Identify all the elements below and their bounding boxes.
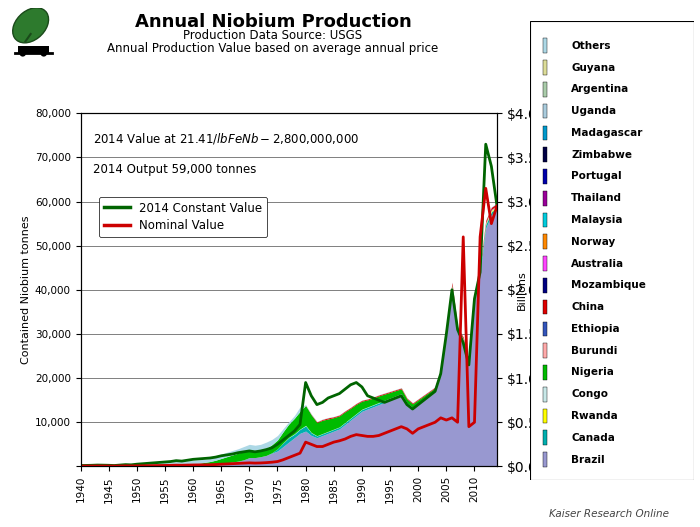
- Bar: [543, 235, 547, 249]
- Text: Annual Niobium Production: Annual Niobium Production: [134, 13, 412, 31]
- Bar: [543, 365, 547, 380]
- Bar: [543, 408, 547, 423]
- Bar: [543, 147, 547, 162]
- Bar: [543, 256, 547, 271]
- Text: Rwanda: Rwanda: [571, 411, 618, 421]
- Y-axis label: Contained Niobium tonnes: Contained Niobium tonnes: [20, 216, 31, 364]
- Bar: [543, 125, 547, 140]
- Text: Thailand: Thailand: [571, 193, 622, 203]
- Text: Guyana: Guyana: [571, 63, 615, 73]
- Text: 2014 Value at $21.41 /lb FeNb  -  $2,800,000,000: 2014 Value at $21.41 /lb FeNb - $2,800,0…: [93, 131, 359, 146]
- Text: Zimbabwe: Zimbabwe: [571, 150, 632, 160]
- Text: Portugal: Portugal: [571, 171, 622, 181]
- Bar: [543, 104, 547, 119]
- Text: Uganda: Uganda: [571, 106, 616, 116]
- Bar: [18, 46, 49, 53]
- Bar: [543, 212, 547, 227]
- Text: Others: Others: [571, 41, 610, 51]
- Text: Production Data Source: USGS: Production Data Source: USGS: [183, 29, 363, 42]
- Text: Brazil: Brazil: [571, 454, 605, 464]
- Text: Argentina: Argentina: [571, 84, 629, 94]
- Bar: [543, 169, 547, 184]
- Ellipse shape: [41, 51, 47, 56]
- Text: Canada: Canada: [571, 433, 615, 443]
- Text: Australia: Australia: [571, 259, 624, 269]
- Text: Kaiser Research Online: Kaiser Research Online: [549, 509, 669, 519]
- Text: Billions: Billions: [517, 270, 526, 310]
- Text: Madagascar: Madagascar: [571, 128, 643, 138]
- Text: Annual Production Value based on average annual price: Annual Production Value based on average…: [107, 42, 439, 55]
- Bar: [543, 278, 547, 292]
- Bar: [543, 321, 547, 336]
- Text: Congo: Congo: [571, 389, 608, 399]
- Ellipse shape: [20, 51, 26, 56]
- Bar: [543, 38, 547, 53]
- Bar: [543, 387, 547, 402]
- Bar: [543, 431, 547, 445]
- Bar: [543, 300, 547, 315]
- Text: Burundi: Burundi: [571, 346, 617, 356]
- Y-axis label: Value at Annual Avg Price: Value at Annual Avg Price: [542, 218, 552, 362]
- Legend: 2014 Constant Value, Nominal Value: 2014 Constant Value, Nominal Value: [99, 197, 267, 237]
- Bar: [543, 452, 547, 467]
- Bar: [543, 191, 547, 206]
- Bar: [543, 82, 547, 96]
- Text: 2014 Output 59,000 tonnes: 2014 Output 59,000 tonnes: [93, 163, 256, 175]
- Text: Mozambique: Mozambique: [571, 280, 646, 290]
- Bar: [543, 343, 547, 358]
- Text: China: China: [571, 302, 604, 312]
- Text: Malaysia: Malaysia: [571, 215, 622, 225]
- Bar: [543, 60, 547, 75]
- Ellipse shape: [13, 8, 48, 43]
- Text: Nigeria: Nigeria: [571, 367, 614, 377]
- Text: Ethiopia: Ethiopia: [571, 324, 620, 334]
- Text: Norway: Norway: [571, 237, 615, 247]
